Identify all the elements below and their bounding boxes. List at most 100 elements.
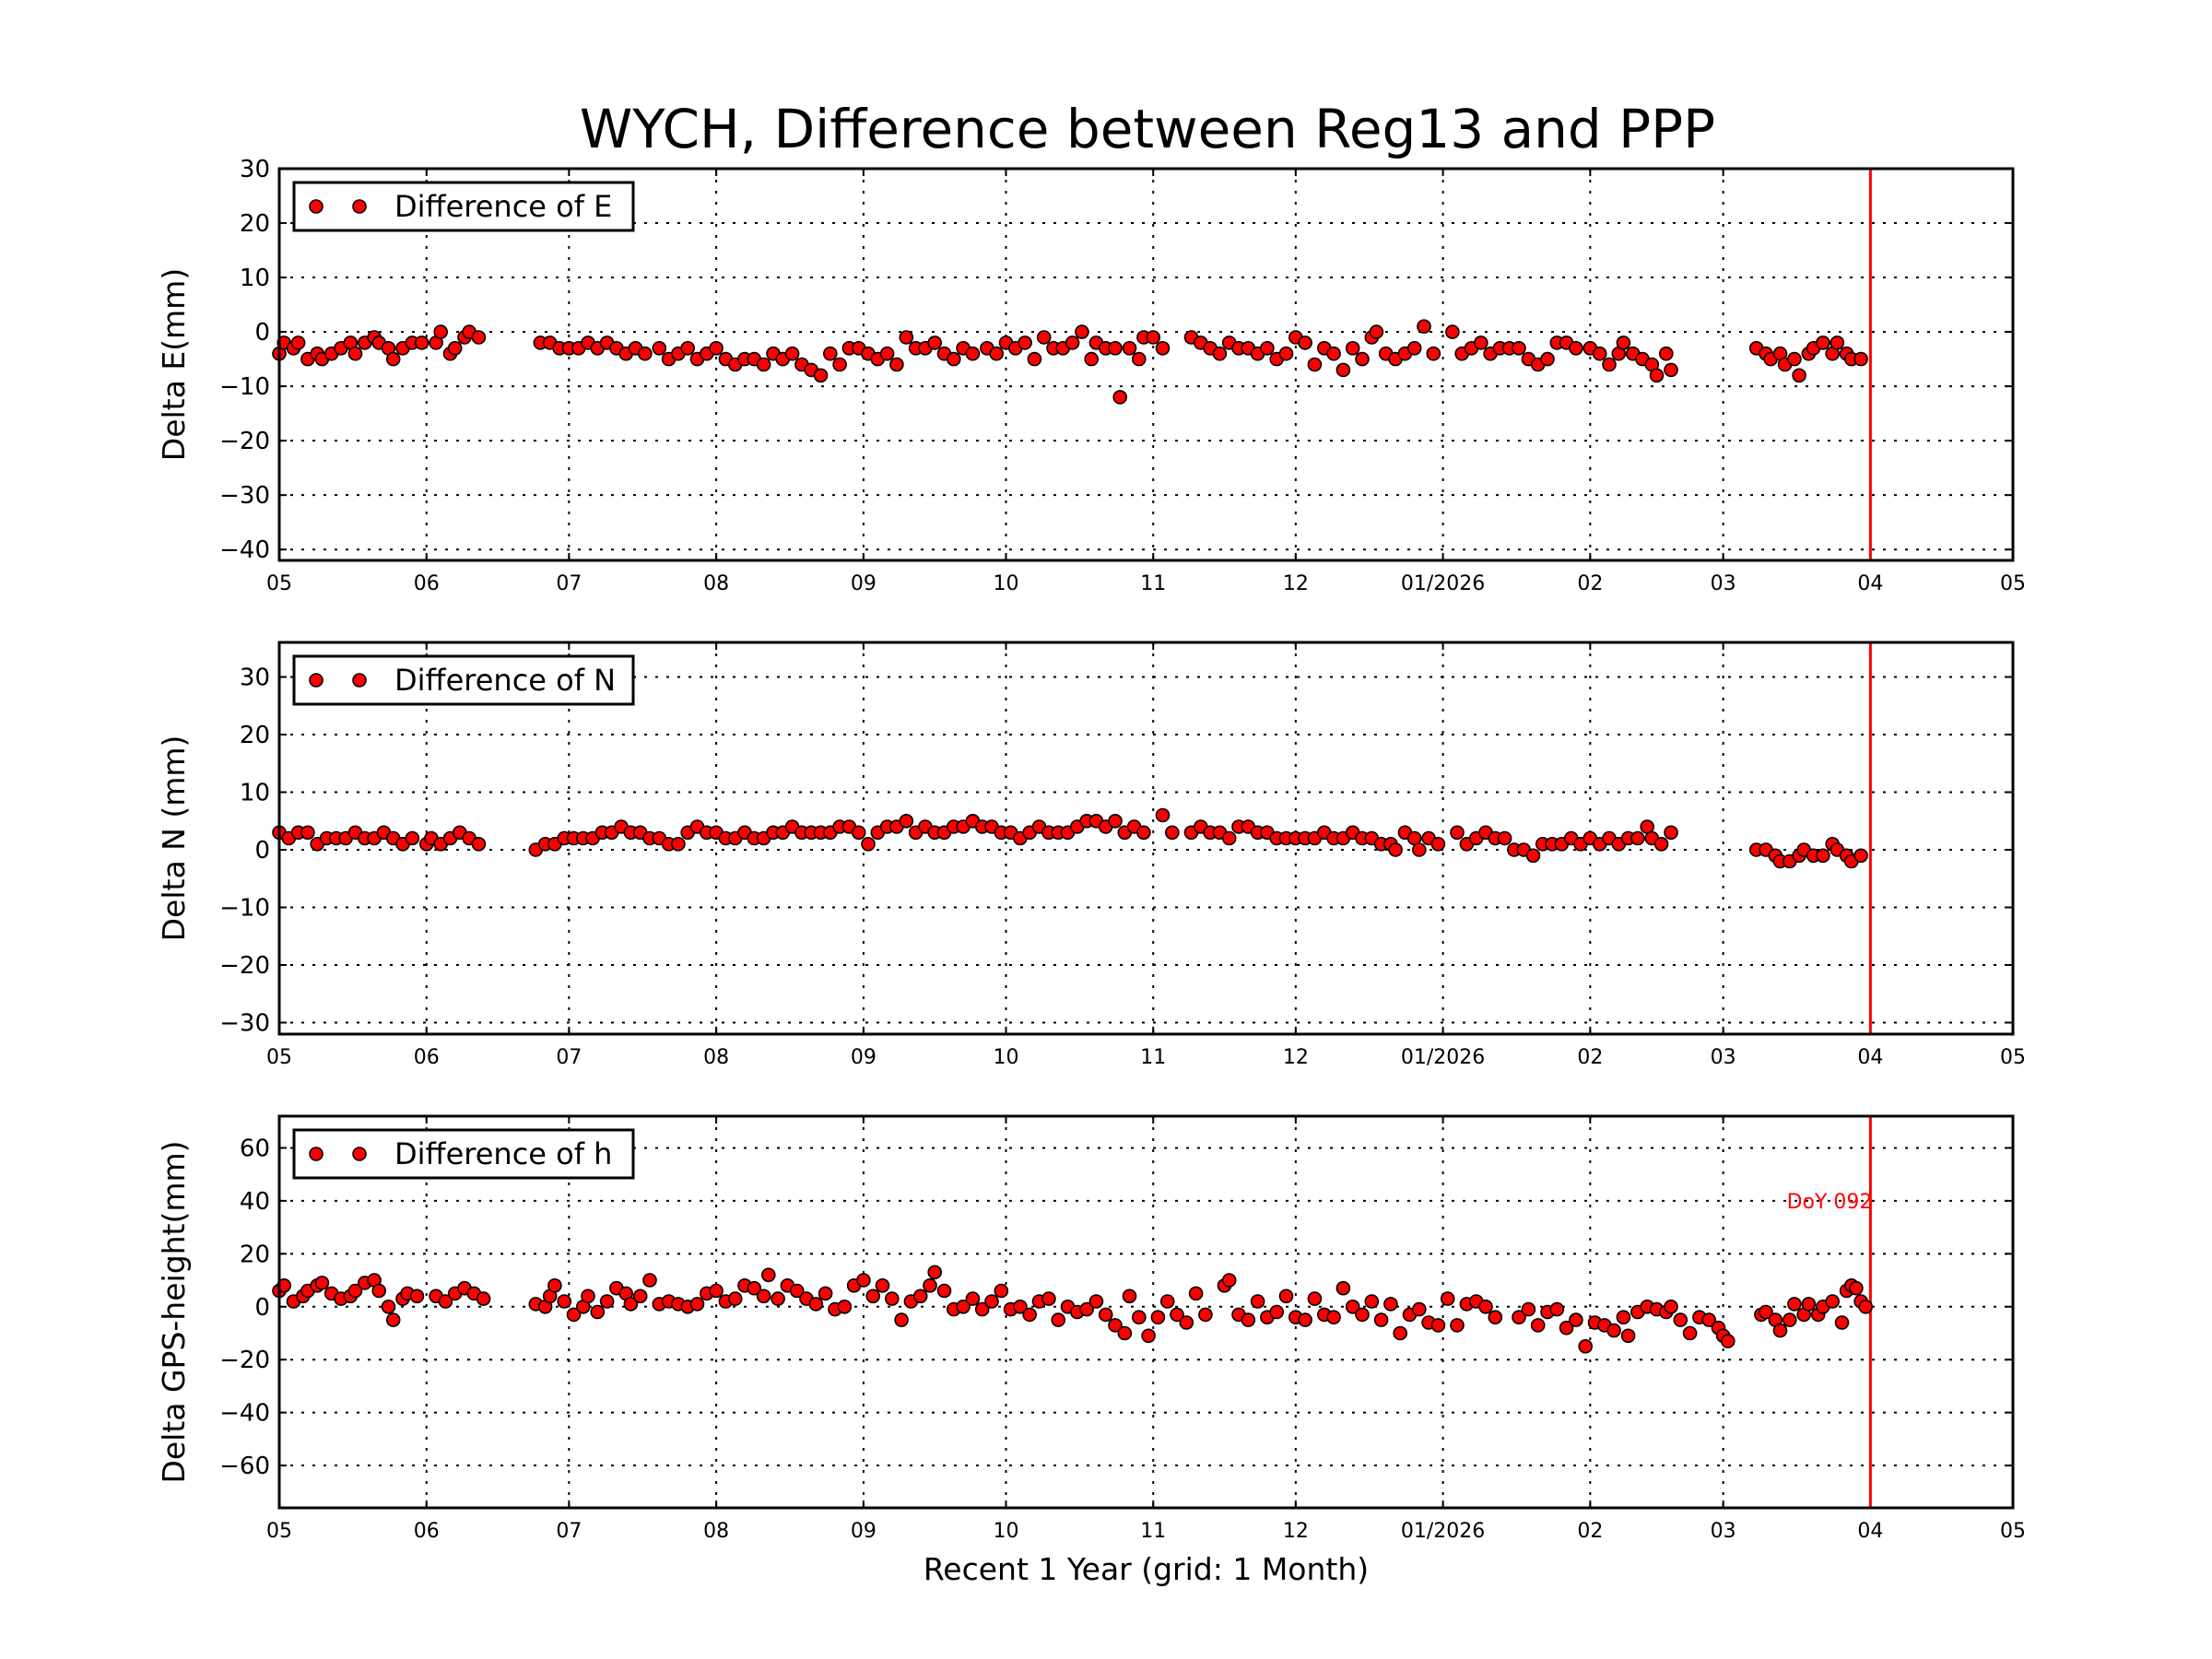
data-point bbox=[875, 1278, 890, 1293]
data-point bbox=[822, 346, 838, 361]
data-point bbox=[471, 330, 487, 345]
data-point bbox=[1326, 1310, 1341, 1324]
data-point bbox=[1369, 324, 1384, 339]
legend: Difference of E bbox=[292, 181, 635, 232]
data-point bbox=[1198, 1307, 1213, 1323]
data-point bbox=[1013, 1300, 1028, 1314]
panel-1: 05 06 07 08 09 10 11 12 01/2026 02 03 04 05 −40 −30 −20… bbox=[156, 156, 2026, 595]
data-point bbox=[1150, 1310, 1166, 1324]
y-tick-label: −60 bbox=[219, 1453, 270, 1480]
data-point bbox=[1616, 1310, 1631, 1324]
data-point bbox=[1132, 351, 1147, 367]
data-point bbox=[965, 346, 981, 361]
x-tick-label: 10 bbox=[993, 1520, 1018, 1543]
x-tick-label: 02 bbox=[1577, 1520, 1603, 1543]
x-tick-label: 05 bbox=[2000, 1520, 2026, 1543]
data-point bbox=[1155, 340, 1171, 356]
x-tick-label: 04 bbox=[1857, 1046, 1883, 1069]
data-point bbox=[1159, 1294, 1175, 1309]
x-tick-label: 09 bbox=[851, 572, 877, 595]
data-point bbox=[1649, 368, 1665, 383]
y-tick-label: 20 bbox=[240, 1241, 270, 1268]
axes-frame bbox=[277, 1114, 2015, 1510]
data-point bbox=[984, 1294, 999, 1309]
y-tick-label: 0 bbox=[254, 837, 270, 865]
data-point bbox=[989, 346, 1004, 361]
x-tick-label: 07 bbox=[556, 1520, 582, 1543]
legend-marker bbox=[309, 673, 324, 688]
data-point bbox=[1787, 1297, 1802, 1312]
data-point bbox=[409, 1288, 425, 1304]
data-point bbox=[1474, 335, 1488, 350]
data-point bbox=[1569, 1312, 1583, 1327]
data-point bbox=[1355, 351, 1370, 367]
x-tick-label: 12 bbox=[1283, 1520, 1309, 1543]
data-point bbox=[1530, 1318, 1546, 1333]
data-point bbox=[1393, 1325, 1407, 1341]
data-point bbox=[1179, 1315, 1194, 1330]
data-point bbox=[1488, 1310, 1503, 1324]
legend-marker bbox=[309, 199, 324, 214]
data-point bbox=[1816, 848, 1830, 864]
data-point bbox=[1383, 1297, 1398, 1312]
event-annotation: DoY 092 bbox=[1787, 1191, 1873, 1214]
data-point bbox=[1108, 340, 1123, 356]
data-point bbox=[1084, 351, 1099, 367]
data-point bbox=[581, 1288, 595, 1304]
data-points bbox=[272, 319, 1868, 405]
data-point bbox=[771, 1291, 785, 1306]
data-point bbox=[1326, 346, 1341, 361]
data-point bbox=[856, 1273, 871, 1288]
data-point bbox=[1278, 1288, 1294, 1304]
data-point bbox=[1521, 1301, 1536, 1317]
data-point bbox=[1664, 1300, 1678, 1314]
data-point bbox=[927, 1265, 943, 1280]
data-point bbox=[1849, 1280, 1864, 1296]
data-point bbox=[813, 368, 829, 383]
data-point bbox=[347, 346, 363, 361]
y-tick-label: −20 bbox=[219, 1347, 270, 1374]
data-point bbox=[1721, 1334, 1735, 1348]
data-point bbox=[760, 1267, 776, 1283]
legend-marker bbox=[309, 1147, 324, 1161]
data-point bbox=[1075, 324, 1089, 339]
data-point bbox=[637, 346, 653, 361]
data-point bbox=[347, 1283, 363, 1299]
data-point bbox=[371, 1283, 387, 1299]
data-point bbox=[300, 825, 315, 841]
data-point bbox=[1307, 1291, 1323, 1306]
data-point bbox=[861, 836, 876, 852]
data-point bbox=[566, 1307, 582, 1323]
data-point bbox=[894, 1312, 909, 1327]
data-point bbox=[1027, 351, 1042, 367]
x-tick-label: 06 bbox=[414, 572, 440, 595]
data-point bbox=[1853, 848, 1868, 864]
data-point bbox=[1146, 330, 1160, 345]
data-point bbox=[1165, 825, 1180, 841]
data-point bbox=[1108, 813, 1123, 829]
data-point bbox=[1298, 1312, 1312, 1327]
x-tick-label: 03 bbox=[1711, 1520, 1736, 1543]
data-point bbox=[947, 351, 961, 367]
data-point bbox=[1659, 346, 1674, 361]
data-point bbox=[1412, 1301, 1427, 1317]
data-point bbox=[1117, 1325, 1133, 1341]
data-point bbox=[832, 357, 847, 372]
x-tick-label: 01/2026 bbox=[1401, 1046, 1485, 1069]
data-point bbox=[438, 1294, 453, 1309]
x-tick-label: 02 bbox=[1577, 1046, 1603, 1069]
data-point bbox=[1701, 1312, 1716, 1327]
data-point bbox=[1445, 324, 1460, 339]
data-point bbox=[623, 1297, 639, 1312]
data-points bbox=[272, 1265, 1873, 1354]
data-point bbox=[1620, 1328, 1636, 1344]
y-tick-label: 30 bbox=[240, 665, 270, 692]
x-tick-label: 11 bbox=[1140, 572, 1166, 595]
x-tick-label: 08 bbox=[703, 1520, 729, 1543]
data-point bbox=[476, 1291, 491, 1306]
data-point bbox=[936, 1283, 952, 1299]
data-point bbox=[385, 1312, 401, 1327]
x-tick-label: 04 bbox=[1857, 1520, 1883, 1543]
data-point bbox=[1417, 319, 1431, 335]
data-point bbox=[1018, 335, 1032, 350]
